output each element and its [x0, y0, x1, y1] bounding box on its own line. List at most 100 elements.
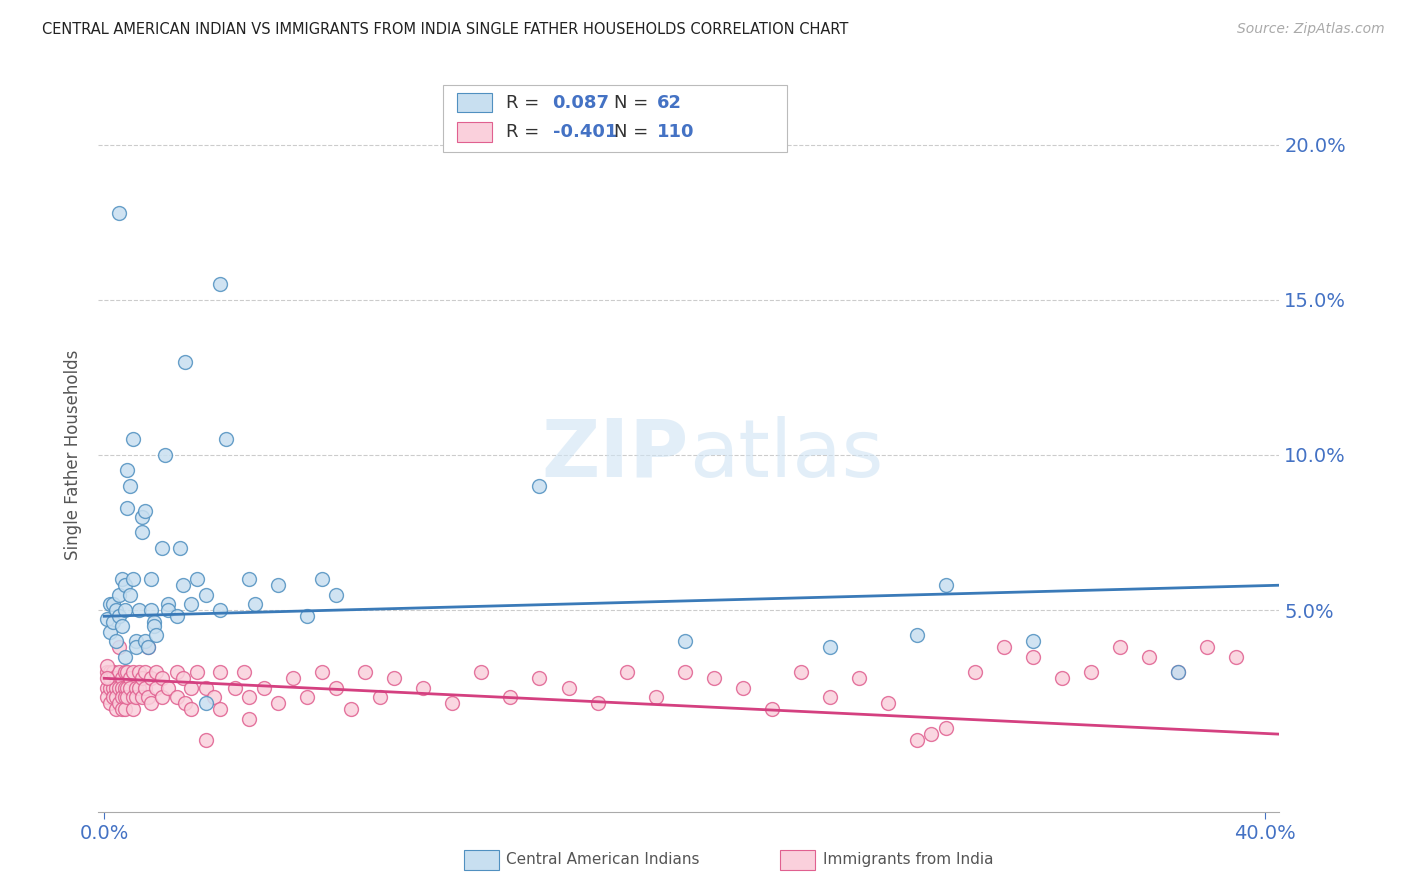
Point: [238, 572, 260, 586]
Point: [145, 628, 167, 642]
Point: [194, 696, 217, 710]
Point: [150, 690, 173, 704]
Point: [111, 572, 134, 586]
Point: [529, 671, 551, 685]
Point: [122, 433, 145, 447]
Point: [818, 640, 841, 655]
Point: [267, 696, 290, 710]
Text: Central American Indians: Central American Indians: [506, 853, 700, 867]
Point: [172, 578, 194, 592]
Point: [101, 597, 124, 611]
Point: [180, 597, 202, 611]
Point: [131, 525, 153, 540]
Point: [98, 681, 121, 695]
Point: [122, 572, 145, 586]
Point: [131, 671, 153, 685]
Point: [142, 615, 165, 630]
Point: [114, 681, 136, 695]
Point: [243, 597, 266, 611]
Point: [96, 612, 118, 626]
Point: [174, 696, 197, 710]
Point: [186, 572, 208, 586]
Point: [101, 681, 124, 695]
Point: [120, 671, 142, 685]
Point: [122, 690, 145, 704]
Point: [441, 696, 464, 710]
Point: [253, 681, 276, 695]
Point: [368, 690, 391, 704]
Point: [96, 665, 118, 679]
Text: atlas: atlas: [689, 416, 883, 494]
Point: [325, 681, 347, 695]
Point: [789, 665, 811, 679]
Text: 110: 110: [657, 123, 695, 141]
Point: [104, 671, 127, 685]
Point: [194, 733, 217, 747]
Text: 62: 62: [657, 94, 682, 112]
Point: [134, 665, 156, 679]
Point: [136, 640, 159, 655]
Point: [150, 541, 173, 555]
Point: [186, 665, 208, 679]
Point: [96, 659, 118, 673]
Point: [98, 597, 121, 611]
Point: [238, 690, 260, 704]
Point: [120, 681, 142, 695]
Point: [1080, 665, 1102, 679]
Point: [731, 681, 754, 695]
Point: [209, 603, 232, 617]
Point: [920, 727, 942, 741]
Point: [180, 702, 202, 716]
Point: [215, 433, 238, 447]
Point: [107, 665, 129, 679]
Point: [157, 603, 180, 617]
Point: [107, 681, 129, 695]
Point: [120, 588, 142, 602]
Point: [876, 696, 898, 710]
Point: [281, 671, 304, 685]
Point: [107, 640, 129, 655]
Point: [1022, 634, 1045, 648]
Point: [107, 206, 129, 220]
Point: [1195, 640, 1218, 655]
Point: [139, 671, 162, 685]
Point: [114, 578, 136, 592]
Point: [142, 618, 165, 632]
Point: [209, 702, 232, 716]
Point: [114, 603, 136, 617]
Point: [993, 640, 1015, 655]
Point: [174, 355, 197, 369]
Point: [209, 277, 232, 292]
Point: [1225, 649, 1247, 664]
Point: [644, 690, 666, 704]
Point: [232, 665, 254, 679]
Point: [125, 690, 148, 704]
Point: [297, 609, 319, 624]
Point: [145, 665, 167, 679]
Point: [905, 733, 928, 747]
Text: -0.401: -0.401: [553, 123, 617, 141]
Text: CENTRAL AMERICAN INDIAN VS IMMIGRANTS FROM INDIA SINGLE FATHER HOUSEHOLDS CORREL: CENTRAL AMERICAN INDIAN VS IMMIGRANTS FR…: [42, 22, 849, 37]
Point: [311, 665, 333, 679]
Point: [311, 572, 333, 586]
Point: [297, 690, 319, 704]
Point: [1108, 640, 1130, 655]
Point: [703, 671, 725, 685]
Point: [111, 681, 134, 695]
Point: [125, 634, 148, 648]
Point: [139, 696, 162, 710]
Point: [905, 628, 928, 642]
Point: [114, 665, 136, 679]
Point: [136, 640, 159, 655]
Point: [101, 690, 124, 704]
Point: [1022, 649, 1045, 664]
Point: [134, 634, 156, 648]
Point: [111, 702, 134, 716]
Point: [111, 690, 134, 704]
Point: [117, 690, 139, 704]
Point: [107, 588, 129, 602]
Point: [204, 690, 226, 704]
Point: [96, 671, 118, 685]
Point: [150, 671, 173, 685]
Point: [101, 615, 124, 630]
